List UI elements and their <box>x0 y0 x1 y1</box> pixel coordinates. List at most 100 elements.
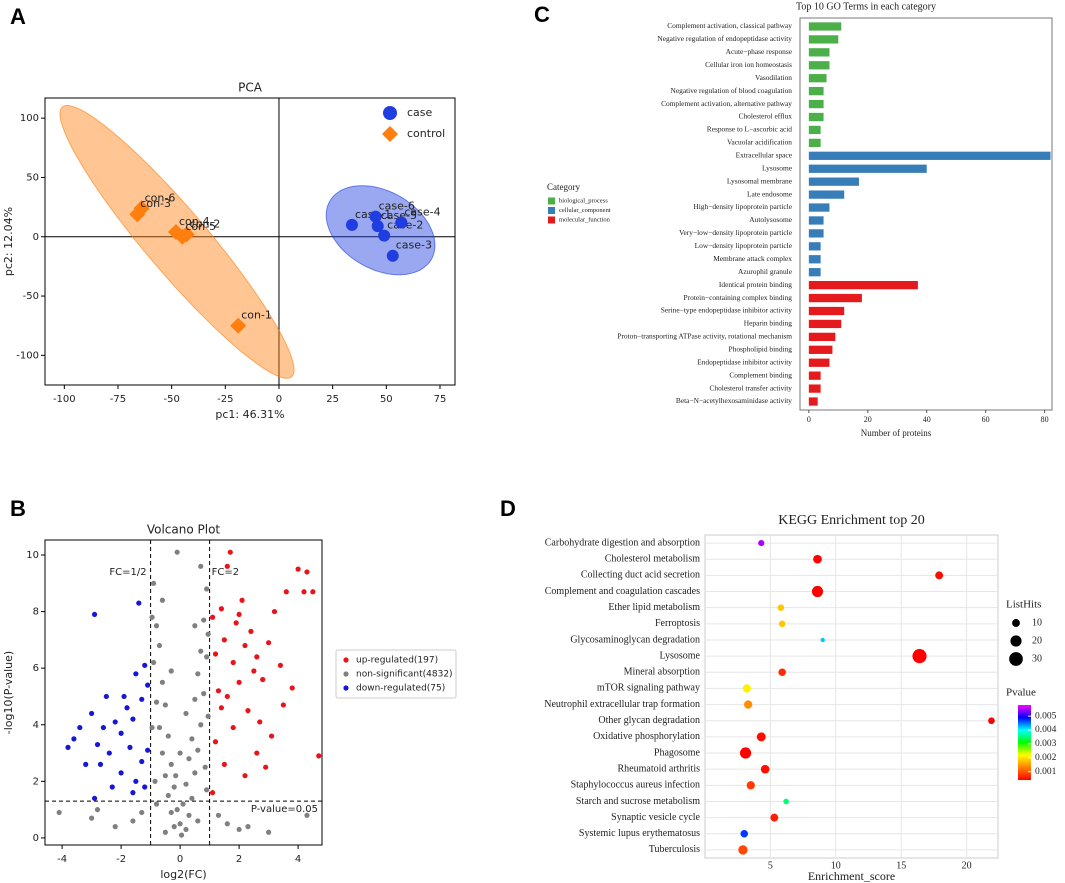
y-tick-label: 2 <box>33 776 39 787</box>
category-label: Collecting duct acid secretion <box>581 570 700 581</box>
y-tick-label: 8 <box>33 607 39 618</box>
legend-label: cellular_component <box>559 207 611 214</box>
point <box>94 741 101 748</box>
point <box>204 654 210 660</box>
color-tick-label: 0.002 <box>1035 753 1057 763</box>
annotation: P-value=0.05 <box>251 804 318 815</box>
category-label: High−density lipoprotein particle <box>693 202 792 211</box>
point <box>130 790 136 796</box>
point-label: case-5 <box>381 209 417 222</box>
point <box>133 671 139 677</box>
bubble <box>912 649 927 664</box>
point <box>149 724 155 731</box>
bar <box>808 293 862 303</box>
point <box>221 637 227 643</box>
category-label: Autolysosome <box>749 215 792 224</box>
category-label: Synaptic vesicle cycle <box>611 812 700 823</box>
point <box>174 807 180 813</box>
point <box>230 317 247 334</box>
x-tick-label: -25 <box>217 394 233 405</box>
y-tick-label: -100 <box>16 350 39 361</box>
x-axis-label: pc1: 46.31% <box>215 408 284 421</box>
point <box>153 623 160 629</box>
point <box>174 549 180 555</box>
point <box>204 586 210 592</box>
point <box>89 710 95 717</box>
y-tick-label: 50 <box>26 172 39 183</box>
point <box>168 809 174 816</box>
category-label: Endopeptidase inhibitor activity <box>697 357 792 366</box>
category-label: Oxidative phosphorylation <box>593 731 700 742</box>
bubble <box>744 700 753 709</box>
bar <box>808 384 821 393</box>
point <box>183 826 189 833</box>
point <box>139 809 145 816</box>
y-tick-label: 10 <box>26 550 39 561</box>
category-label: Cholesterol efflux <box>739 112 793 121</box>
category-label: Response to L−ascorbic acid <box>707 125 793 134</box>
point <box>142 784 148 790</box>
bar <box>808 216 824 225</box>
point <box>209 614 216 620</box>
point <box>301 589 307 595</box>
point <box>150 580 157 586</box>
point <box>189 736 195 742</box>
bar <box>808 332 836 342</box>
bar <box>808 61 830 70</box>
plot-frame <box>704 534 999 859</box>
point-label: con-4 <box>179 215 210 228</box>
bubble <box>778 668 786 677</box>
point <box>386 249 399 262</box>
legend-marker <box>343 671 349 677</box>
point <box>174 228 191 245</box>
size-legend-label: 10 <box>1032 617 1042 628</box>
bubble <box>770 813 779 822</box>
category-label: Vacuolar acidification <box>727 138 792 147</box>
point <box>224 693 230 700</box>
point <box>268 733 275 739</box>
x-tick-label: 0 <box>276 394 282 405</box>
panel-label: A <box>10 4 26 29</box>
x-tick-label: -75 <box>110 394 126 405</box>
point-label: con-1 <box>241 309 272 322</box>
point <box>230 659 236 666</box>
point <box>162 773 168 779</box>
legend-marker <box>343 685 349 691</box>
point <box>153 699 160 705</box>
category-label: Neutrophil extracellular trap formation <box>544 699 700 710</box>
category-label: Extracellular space <box>736 151 793 160</box>
bar <box>808 242 821 251</box>
point <box>162 829 168 835</box>
point <box>221 761 227 767</box>
category-label: mTOR signaling pathway <box>597 683 700 694</box>
point <box>218 705 225 711</box>
x-tick-label: 60 <box>982 415 990 424</box>
legend-label: case <box>407 106 433 119</box>
point <box>215 688 222 694</box>
point <box>257 719 263 725</box>
point-label: con-3 <box>140 197 171 210</box>
point <box>89 815 95 821</box>
bubble <box>740 830 748 838</box>
panel-label: C <box>534 2 550 27</box>
point <box>180 801 186 807</box>
point <box>65 744 71 750</box>
point <box>212 651 219 657</box>
point <box>153 801 160 807</box>
bar <box>808 358 830 367</box>
point <box>242 773 248 779</box>
point <box>236 611 242 618</box>
x-tick-label: -100 <box>53 394 76 405</box>
point <box>83 761 89 767</box>
point <box>369 210 382 223</box>
point <box>186 812 192 818</box>
point <box>162 702 168 708</box>
point <box>121 693 127 700</box>
category-label: Beta−N−acetylhexosaminidase activity <box>676 396 792 405</box>
point <box>271 608 278 615</box>
category-label: Lysosome <box>659 650 700 661</box>
point <box>192 770 198 776</box>
color-legend-title: Pvalue <box>1006 687 1036 699</box>
category-label: Heparin binding <box>744 319 793 328</box>
point <box>129 206 146 223</box>
